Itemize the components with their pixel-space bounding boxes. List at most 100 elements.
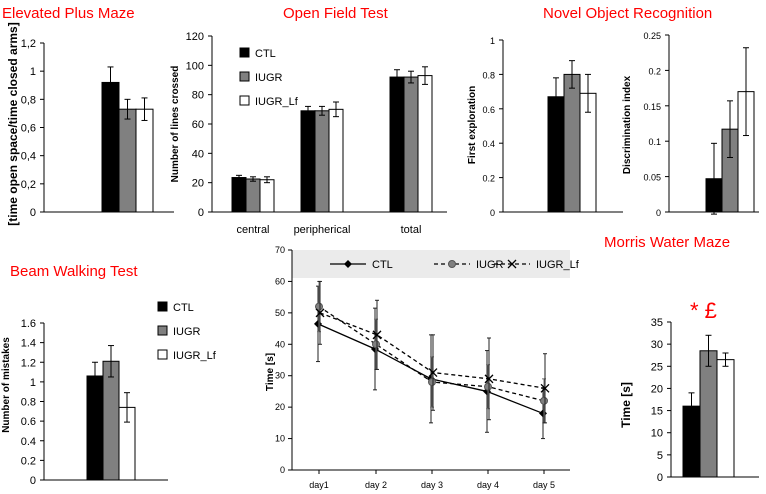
legend-swatch-iugr (239, 71, 250, 82)
legend-label-ctl: CTL (255, 48, 276, 60)
x-tick-label-mwm_line: day1 (309, 480, 329, 490)
bar-oft-iugr (245, 178, 261, 213)
y-tick-label-mwm_bar: 20 (651, 383, 663, 395)
x-tick-label-mwm_line: day 5 (533, 480, 555, 490)
y-tick-label-epm: 0 (30, 207, 36, 219)
title-beam-walking-test: Beam Walking Test (10, 263, 138, 280)
point-mwm_line-iugr (540, 396, 548, 405)
legend-swatch-iugr_lf (157, 349, 168, 360)
legend-marker-iugr_lf (507, 259, 517, 269)
title-open-field-test: Open Field Test (283, 5, 389, 22)
bar-bwt-ctl (86, 375, 104, 481)
bar-oft-ctl (231, 177, 247, 213)
y-tick-label-mwm_bar: 10 (651, 428, 663, 440)
y-tick-label-mwm_line: 60 (275, 276, 285, 286)
y-tick-label-mwm_bar: 0 (657, 472, 663, 484)
y-tick-label-oft: 20 (192, 178, 204, 190)
y-tick-label-bwt: 0.6 (21, 416, 36, 428)
legend-swatch-ctl (239, 47, 250, 58)
y-tick-label-bwt: 0.8 (21, 397, 36, 409)
y-tick-label-mwm_bar: 5 (657, 450, 663, 462)
y-tick-label-nor_first: 1 (490, 36, 495, 46)
bar-bwt-iugr (102, 360, 120, 481)
y-tick-label-epm: 1 (30, 66, 36, 78)
y-tick-label-mwm_bar: 35 (651, 317, 663, 329)
legend-label-iugr: IUGR (476, 259, 504, 271)
y-tick-label-nor_first: 0 (490, 208, 495, 218)
y-tick-label-oft: 80 (192, 90, 204, 102)
point-mwm_line-iugr_lf (428, 368, 438, 378)
legend-label-ctl: CTL (372, 259, 393, 271)
point-mwm_line-iugr_lf (540, 383, 550, 393)
point-mwm_line-iugr (315, 302, 323, 311)
ylabel-epm: [time open space/time closed arms] (6, 22, 20, 225)
legend-marker-iugr (448, 260, 456, 268)
y-tick-label-epm: 1,2 (21, 38, 36, 50)
y-tick-label-bwt: 0.2 (21, 455, 36, 467)
ylabel-bwt: Number of mistakes (1, 337, 12, 433)
x-tick-label-mwm_line: day 3 (421, 480, 443, 490)
y-tick-label-epm: 0,4 (21, 151, 36, 163)
title-elevated-plus-maze: Elevated Plus Maze (2, 5, 135, 22)
bar-oft-ctl (300, 110, 316, 213)
x-tick-label-mwm_line: day 4 (477, 480, 499, 490)
y-tick-label-mwm_line: 20 (275, 402, 285, 412)
y-tick-label-bwt: 0 (30, 475, 36, 487)
ylabel-mwm-bar: Time [s] (619, 382, 633, 428)
point-mwm_line-ctl (539, 409, 547, 418)
point-mwm_line-ctl (314, 319, 322, 328)
y-tick-label-nor_first: 0.8 (482, 70, 495, 80)
ylabel-mwm-line: Time [s] (265, 353, 276, 391)
y-tick-label-nor_di: 0.2 (648, 66, 661, 76)
point-mwm_line-iugr_lf (315, 308, 325, 318)
significance-annotation: * £ (690, 298, 717, 323)
title-novel-object-recognition: Novel Object Recognition (543, 5, 712, 22)
legend-marker-ctl (344, 260, 352, 268)
y-tick-label-nor_first: 0.2 (482, 174, 495, 184)
legend-label-iugr_lf: IUGR_Lf (255, 96, 299, 108)
legend-oft: CTL IUGR IUGR_Lf (239, 47, 299, 108)
title-morris-water-maze: Morris Water Maze (604, 234, 730, 251)
y-tick-label-oft: 100 (186, 60, 204, 72)
bar-oft-iugr (403, 76, 419, 213)
y-tick-label-mwm_line: 50 (275, 308, 285, 318)
y-tick-label-epm: 0,2 (21, 179, 36, 191)
chart-oft: 0 20 40 60 80 100 120 central peripherical total (186, 31, 447, 236)
bar-mwm_bar-iugr (699, 350, 718, 478)
point-mwm_line-iugr (484, 382, 492, 391)
x-tick-label-oft: peripherical (294, 224, 351, 236)
legend-label-iugr: IUGR (173, 326, 201, 338)
legend-swatch-iugr_lf (239, 95, 250, 106)
ylabel-oft: Number of lines crossed (170, 66, 181, 183)
y-tick-label-mwm_line: 70 (275, 245, 285, 255)
bar-epm-iugr_lf (135, 108, 154, 213)
legend-label-ctl: CTL (173, 302, 194, 314)
legend-label-iugr: IUGR (255, 72, 283, 84)
y-tick-label-nor_first: 0.6 (482, 105, 495, 115)
bar-oft-iugr (314, 110, 330, 213)
y-tick-label-mwm_line: 10 (275, 434, 285, 444)
bar-epm-ctl (101, 81, 120, 213)
y-tick-label-mwm_line: 30 (275, 371, 285, 381)
y-tick-label-oft: 120 (186, 31, 204, 43)
y-tick-label-nor_first: 0.4 (482, 139, 495, 149)
y-tick-label-epm: 0,8 (21, 94, 36, 106)
y-tick-label-oft: 40 (192, 148, 204, 160)
bar-oft-iugr_lf (417, 75, 433, 213)
point-mwm_line-iugr (428, 378, 436, 386)
y-tick-label-mwm_bar: 15 (651, 406, 663, 418)
legend-label-iugr_lf: IUGR_Lf (173, 350, 217, 362)
legend-bwt: CTL IUGR IUGR_Lf (157, 301, 217, 362)
chart-mwm_line: 0 10 20 30 40 50 60 70 day1 day 2 day 3 day 4 day 5 C… (275, 245, 580, 490)
chart-nor_di: 0 0.05 0.1 0.15 0.2 0.25 (643, 31, 759, 218)
chart-epm: 0 0,2 0,4 0,6 0,8 1 1,2 (21, 38, 174, 219)
x-tick-label-oft: total (401, 224, 422, 236)
ylabel-nor-di: Discrimination index (622, 75, 633, 174)
x-tick-label-mwm_line: day 2 (365, 480, 387, 490)
ylabel-nor-first: First exploration (467, 86, 478, 164)
y-tick-label-bwt: 1 (30, 377, 36, 389)
legend-label-iugr_lf: IUGR_Lf (536, 259, 580, 271)
y-tick-label-nor_di: 0.05 (643, 173, 661, 183)
legend-swatch-ctl (157, 301, 168, 312)
